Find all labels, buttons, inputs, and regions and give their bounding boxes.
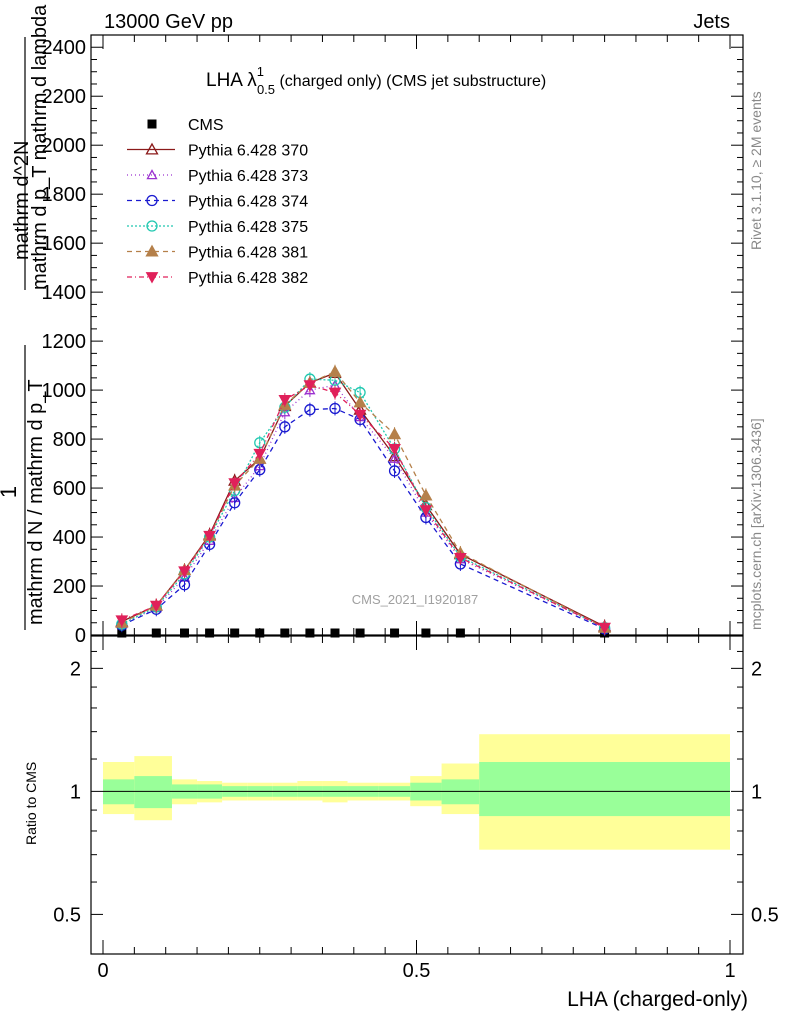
point-p381 [328,364,342,377]
main-ytick-label: 2400 [42,37,87,59]
ratio-axis-title: Ratio to CMS [23,762,39,845]
main-ytick-label: 1200 [42,331,87,353]
energy-label: 13000 GeV pp [104,11,233,33]
point-p374 [388,465,401,477]
point-p373 [304,384,316,395]
point-p382 [149,600,163,613]
main-y-axis: 0 200 400 600 800 1000 1200 1400 1600 1800 2000 220… [42,34,743,647]
point-cms [305,628,315,638]
main-ytick-label: 2000 [42,135,87,157]
point-p382 [253,448,267,461]
y-axis-denominator-one: mathrm d N / mathrm d p_T [25,379,47,625]
ratio-ytick-label-right: 1 [751,781,762,803]
main-ytick-label: 200 [53,576,86,598]
point-cms [205,628,215,638]
point-cms [455,628,465,638]
ratio-ytick-label: 0.5 [53,904,81,926]
point-p382 [203,530,216,543]
point-p374 [304,404,316,416]
main-ytick-label: 2200 [42,86,87,108]
legend-label-p370: Pythia 6.428 370 [188,143,308,160]
legend-marker-p373 [146,169,158,180]
x-axis: 0 0.5 1 [97,35,736,982]
legend-marker-p370 [145,142,159,155]
legend-label-p381: Pythia 6.428 381 [188,245,308,262]
point-p382 [303,380,317,392]
series-line-p382 [121,384,605,629]
main-ytick-label: 400 [53,527,86,549]
point-p382 [598,622,611,635]
ratio-ytick-label-right: 0.5 [751,904,779,926]
legend-marker-p375 [146,220,158,232]
ratio-band-inner [134,776,172,809]
category-label: Jets [693,11,730,33]
legend: CMS Pythia 6.428 370 Pythia 6.428 373 Pythi… [127,117,308,287]
point-cms [151,628,161,638]
xtick-label: 0.5 [403,960,431,982]
legend-marker-p381 [145,244,159,257]
point-p382 [353,409,367,422]
legend-label-p374: Pythia 6.428 374 [188,194,308,211]
series-line-p381 [121,370,605,629]
mcplots-label: mcplots.cern.ch [arXiv:1306.3436] [748,418,764,630]
y-axis-denominator-two: mathrm d p_T mathrm d lambda [29,4,51,290]
analysis-watermark: CMS_2021_I1920187 [352,592,479,607]
xtick-label: 0 [97,960,108,982]
y-axis-numerator-one: 1 [0,486,21,498]
legend-marker-p382 [145,272,159,284]
point-p382 [328,387,342,400]
series-p382 [115,378,611,635]
legend-marker-p374 [146,194,158,207]
point-p374 [329,402,341,415]
point-p382 [419,505,433,517]
point-cms [230,628,240,638]
point-p381 [387,427,402,440]
ratio-y-axis: 0.5 0.5 1 1 2 2 [53,650,779,926]
legend-label-p382: Pythia 6.428 382 [188,270,308,287]
main-ytick-label: 1800 [42,184,87,206]
point-cms [117,628,127,638]
legend-label-p373: Pythia 6.428 373 [188,168,308,185]
point-cms [180,628,190,638]
plot-title: LHA λ1 0.5 (charged only) (CMS jet substr… [206,64,546,97]
ratio-ytick-label: 1 [70,781,81,803]
x-axis-title: LHA (charged-only) [567,988,748,1011]
ratio-bands [103,734,730,850]
point-p374 [229,497,241,509]
series-layer [115,364,612,638]
point-p382 [115,615,129,627]
y-axis-title: 1 mathrm d N / mathrm d p_T mathrm d^2N … [0,4,51,630]
main-ytick-label: 0 [75,625,86,647]
point-p373 [388,452,401,463]
point-p382 [388,443,401,456]
point-cms [421,628,431,638]
main-ytick-label: 1000 [42,380,87,402]
point-p381 [419,488,433,501]
ratio-ytick-label: 2 [70,658,81,680]
ratio-band-inner [479,762,730,817]
point-cms [355,628,365,638]
main-ytick-label: 800 [53,429,86,451]
legend-label-p375: Pythia 6.428 375 [188,219,308,236]
point-p382 [454,552,467,565]
main-ytick-label: 1600 [42,233,87,255]
legend-label-cms: CMS [188,117,224,134]
ratio-ytick-label-right: 2 [751,658,762,680]
legend-marker-cms [147,119,157,129]
point-cms [280,628,290,638]
rivet-label: Rivet 3.1.10, ≥ 2M events [748,91,764,250]
y-axis-numerator-two: mathrm d^2N [11,141,33,260]
main-ytick-label: 600 [53,478,86,500]
point-p374 [279,421,291,433]
point-p382 [278,394,292,407]
main-ytick-label: 1400 [42,282,87,304]
point-cms [390,628,400,638]
point-p381 [353,395,367,408]
point-cms [255,628,265,638]
point-p382 [228,478,242,490]
xtick-label: 1 [724,960,735,982]
point-cms [330,628,340,638]
point-p382 [178,566,191,578]
